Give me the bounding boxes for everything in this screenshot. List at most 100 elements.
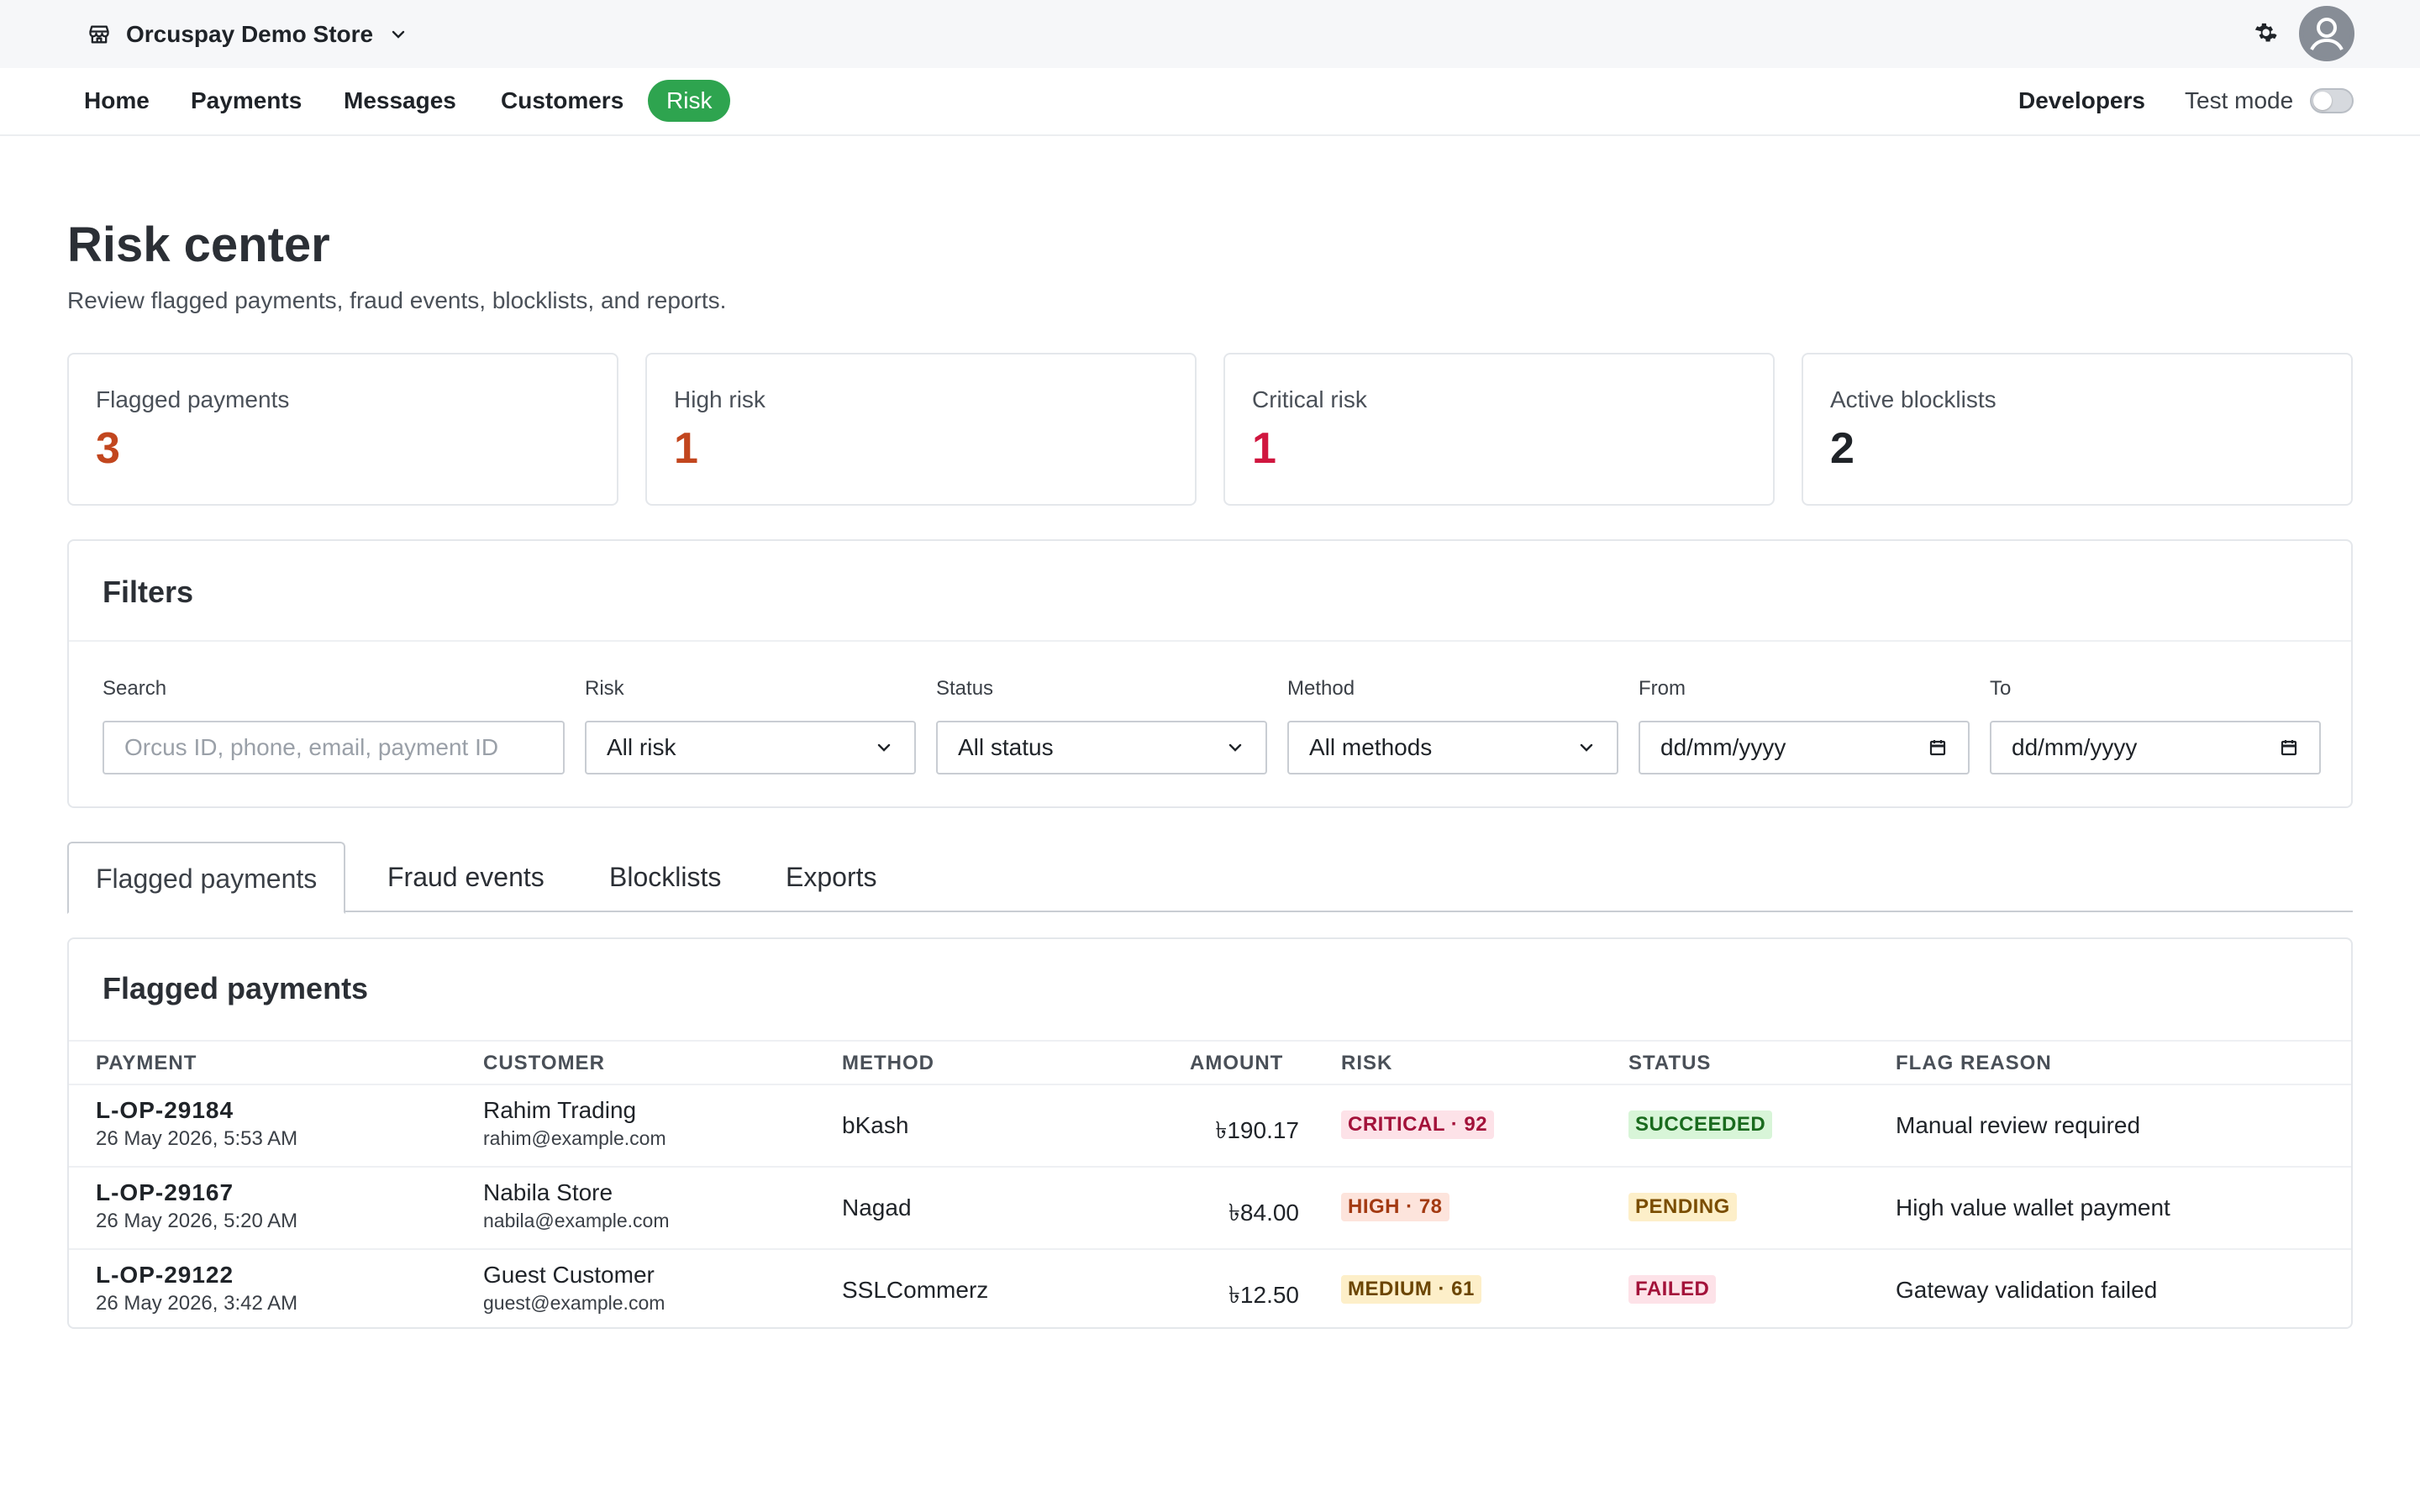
flag-reason: High value wallet payment (1896, 1194, 2170, 1221)
nav-customers[interactable]: Customers (501, 87, 624, 113)
from-date-field[interactable]: dd/mm/yyyy (1639, 721, 1970, 774)
chevron-down-icon (1228, 743, 1242, 752)
table-row[interactable]: L-OP-29167 26 May 2026, 5:20 AM Nabila S… (69, 1168, 2351, 1250)
search-input[interactable] (124, 722, 543, 773)
stat-label: Critical risk (1252, 386, 1367, 412)
payment-date: 26 May 2026, 5:20 AM (96, 1210, 298, 1232)
column-header: AMOUNT (1190, 1052, 1284, 1074)
nav-payments[interactable]: Payments (191, 87, 302, 113)
payment-date: 26 May 2026, 3:42 AM (96, 1292, 298, 1315)
flag-reason: Gateway validation failed (1896, 1277, 2158, 1303)
payment-method: bKash (842, 1112, 909, 1138)
payment-date: 26 May 2026, 5:53 AM (96, 1127, 298, 1150)
column-header: METHOD (842, 1052, 934, 1074)
stat-label: Active blocklists (1830, 386, 1996, 412)
calendar-icon[interactable] (1928, 738, 1948, 758)
to-date-field[interactable]: dd/mm/yyyy (1990, 721, 2321, 774)
search-field[interactable] (103, 721, 565, 774)
flag-reason: Manual review required (1896, 1112, 2141, 1138)
store-name: Orcuspay Demo Store (126, 21, 374, 47)
stat-value: 1 (1252, 424, 1276, 473)
store-switcher[interactable]: Orcuspay Demo Store (87, 17, 408, 52)
column-header: STATUS (1628, 1052, 1712, 1074)
top-bar: Orcuspay Demo Store (0, 0, 2420, 68)
payment-amount: ৳84.00 (1228, 1200, 1299, 1226)
filters-title: Filters (103, 575, 194, 609)
customer-name: Nabila Store (483, 1179, 613, 1205)
stat-card-critical-risk: Critical risk 1 (1223, 353, 1775, 506)
risk-tabs: Flagged payments Fraud events Blocklists… (67, 842, 2353, 914)
table-row[interactable]: L-OP-29122 26 May 2026, 3:42 AM Guest Cu… (69, 1250, 2351, 1327)
filters-panel: Filters Search Risk All risk Status All … (67, 539, 2353, 808)
nav-home[interactable]: Home (84, 87, 150, 113)
chevron-down-icon (877, 743, 891, 752)
risk-badge: HIGH · 78 (1341, 1193, 1449, 1221)
to-date-value: dd/mm/yyyy (2012, 734, 2138, 760)
customer-email: guest@example.com (483, 1292, 666, 1314)
payment-id[interactable]: L-OP-29167 (96, 1179, 234, 1205)
developers-link[interactable]: Developers (2018, 87, 2145, 113)
status-select-value: All status (958, 734, 1054, 760)
tab-exports[interactable]: Exports (786, 862, 877, 892)
customer-email: nabila@example.com (483, 1210, 670, 1231)
table-row[interactable]: L-OP-29184 26 May 2026, 5:53 AM Rahim Tr… (69, 1085, 2351, 1168)
payment-id[interactable]: L-OP-29122 (96, 1262, 234, 1288)
store-icon (87, 23, 111, 46)
avatar[interactable] (2299, 6, 2354, 61)
status-badge: PENDING (1628, 1193, 1737, 1221)
payment-method: SSLCommerz (842, 1277, 989, 1303)
column-header: PAYMENT (96, 1052, 197, 1074)
status-badge: SUCCEEDED (1628, 1110, 1773, 1139)
column-header: RISK (1341, 1052, 1393, 1074)
toggle-knob (2313, 92, 2332, 110)
gear-icon[interactable] (2252, 20, 2279, 47)
stat-card-high-risk: High risk 1 (645, 353, 1197, 506)
customer-name: Guest Customer (483, 1262, 655, 1288)
test-mode-label: Test mode (2185, 87, 2294, 113)
filters-header: Filters (69, 541, 2351, 642)
customer-email: rahim@example.com (483, 1127, 666, 1149)
page-subtitle: Review flagged payments, fraud events, b… (67, 287, 727, 313)
payment-amount: ৳190.17 (1215, 1117, 1299, 1143)
stat-value: 1 (674, 424, 698, 473)
test-mode-toggle[interactable] (2310, 88, 2354, 113)
to-label: To (1990, 677, 2012, 700)
status-label: Status (936, 677, 994, 700)
method-select-value: All methods (1309, 734, 1433, 760)
chevron-down-icon (388, 24, 408, 45)
payment-amount: ৳12.50 (1228, 1282, 1299, 1308)
table-header: PAYMENT CUSTOMER METHOD AMOUNT RISK STAT… (69, 1040, 2351, 1085)
main-nav: Home Payments Messages Customers Risk De… (0, 68, 2420, 136)
flagged-payments-card: Flagged payments PAYMENT CUSTOMER METHOD… (67, 937, 2353, 1329)
risk-badge: MEDIUM · 61 (1341, 1275, 1481, 1304)
search-label: Search (103, 677, 167, 700)
risk-badge: CRITICAL · 92 (1341, 1110, 1495, 1139)
stat-label: Flagged payments (96, 386, 290, 412)
risk-select[interactable]: All risk (585, 721, 916, 774)
from-date-value: dd/mm/yyyy (1660, 734, 1786, 760)
tab-fraud-events[interactable]: Fraud events (387, 862, 544, 892)
column-header: CUSTOMER (483, 1052, 605, 1074)
avatar-icon (2303, 10, 2350, 57)
table-title: Flagged payments (103, 971, 369, 1005)
status-select[interactable]: All status (936, 721, 1267, 774)
calendar-icon[interactable] (2279, 738, 2299, 758)
method-select[interactable]: All methods (1287, 721, 1618, 774)
method-label: Method (1287, 677, 1355, 700)
customer-name: Rahim Trading (483, 1097, 637, 1123)
nav-risk[interactable]: Risk (648, 80, 731, 122)
stat-card-blocklists: Active blocklists 2 (1802, 353, 2353, 506)
nav-messages[interactable]: Messages (344, 87, 456, 113)
risk-label: Risk (585, 677, 624, 700)
risk-select-value: All risk (607, 734, 676, 760)
tab-blocklists[interactable]: Blocklists (609, 862, 722, 892)
tab-flagged-payments[interactable]: Flagged payments (67, 842, 346, 914)
chevron-down-icon (1580, 743, 1593, 752)
stat-card-flagged: Flagged payments 3 (67, 353, 618, 506)
page-title: Risk center (67, 218, 330, 272)
status-badge: FAILED (1628, 1275, 1717, 1304)
payment-id[interactable]: L-OP-29184 (96, 1097, 234, 1123)
stat-value: 2 (1830, 424, 1854, 473)
stat-label: High risk (674, 386, 765, 412)
stat-value: 3 (96, 424, 120, 473)
